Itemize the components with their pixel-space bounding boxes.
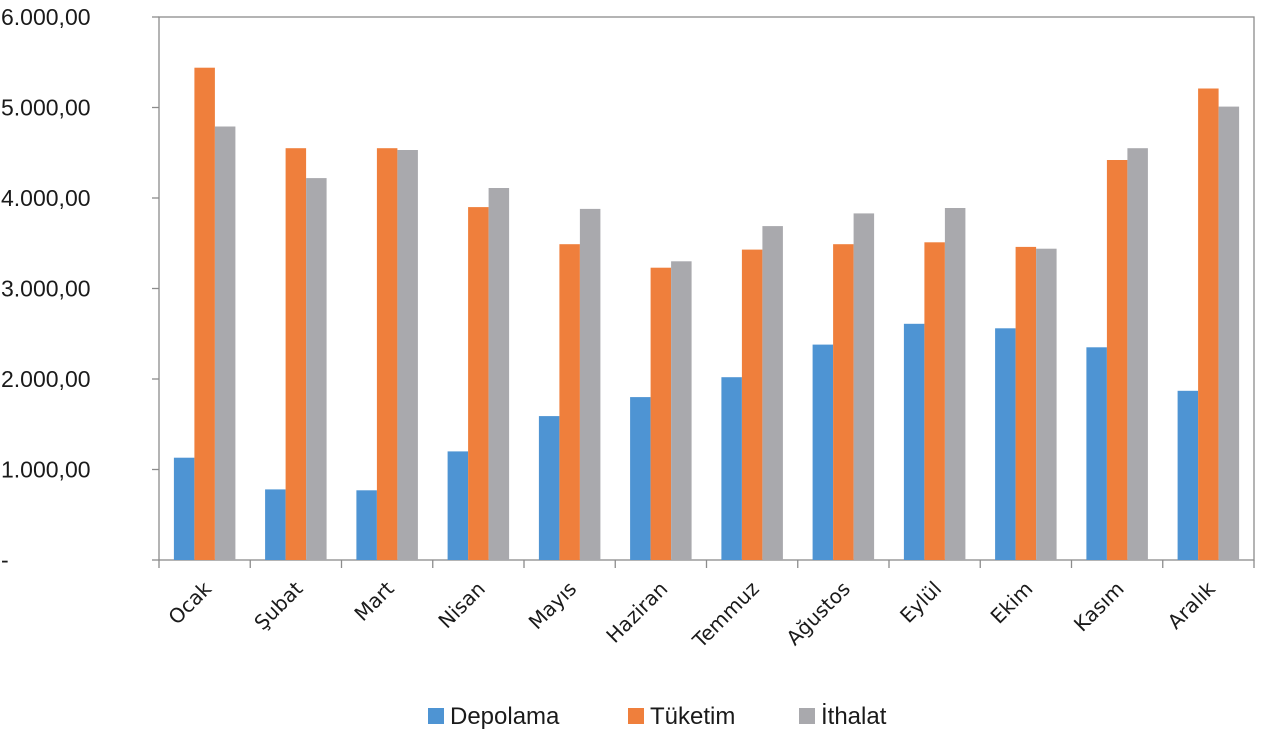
y-tick-label: 3.000,00	[1, 276, 91, 302]
bar-tüketim-9	[924, 242, 945, 561]
x-tick-label: Eylül	[895, 577, 946, 628]
x-tick-label: Mart	[349, 576, 398, 625]
bar-depolama-4	[447, 451, 469, 560]
x-axis-labels: Ocak Şubat Mart Nisan Mayıs Haziran Temmuz Ağus…	[163, 576, 1220, 653]
bar-tüketim-1	[194, 67, 215, 560]
bar-i̇thalat-7	[762, 226, 783, 560]
x-tick-label: Ekim	[986, 577, 1038, 629]
bar-depolama-5	[538, 416, 560, 560]
x-tick-label: Mayıs	[524, 577, 582, 635]
bar-depolama-10	[995, 328, 1016, 560]
bar-depolama-11	[1086, 347, 1107, 560]
legend: Depolama Tüketim İthalat	[428, 703, 887, 730]
bar-depolama-12	[1177, 390, 1199, 560]
x-tick-label: Şubat	[249, 576, 307, 634]
bar-tüketim-11	[1106, 160, 1128, 560]
bar-i̇thalat-8	[853, 213, 875, 560]
x-tick-label: Aralık	[1163, 576, 1220, 633]
x-tick-label: Temmuz	[687, 577, 764, 654]
bar-tüketim-6	[650, 267, 672, 560]
bar-depolama-9	[903, 323, 925, 560]
x-tick-label: Ağustos	[781, 577, 855, 651]
bar-i̇thalat-4	[488, 188, 510, 560]
bar-depolama-8	[812, 344, 834, 560]
bar-depolama-2	[265, 489, 286, 560]
legend-label: Depolama	[450, 703, 560, 730]
bar-tüketim-7	[741, 249, 763, 560]
bar-tüketim-10	[1015, 246, 1037, 560]
y-tick-label: 1.000,00	[1, 457, 91, 483]
bar-i̇thalat-10	[1036, 248, 1057, 560]
bar-i̇thalat-11	[1127, 148, 1148, 560]
bar-i̇thalat-5	[579, 208, 601, 560]
bar-tüketim-12	[1198, 88, 1219, 560]
y-tick-label: 6.000,00	[1, 4, 91, 30]
legend-label: Tüketim	[650, 703, 735, 730]
x-tick-label: Haziran	[601, 577, 672, 648]
legend-swatch	[428, 708, 444, 724]
bar-i̇thalat-2	[306, 178, 327, 560]
bar-tüketim-8	[833, 244, 854, 560]
bar-i̇thalat-12	[1218, 106, 1240, 560]
bar-i̇thalat-9	[944, 208, 966, 560]
y-tick-label: 2.000,00	[1, 366, 91, 392]
x-tick-label: Ocak	[163, 576, 216, 629]
bar-depolama-6	[630, 397, 651, 560]
legend-swatch	[628, 708, 644, 724]
bar-depolama-1	[173, 457, 195, 560]
x-tick-label: Kasım	[1069, 577, 1129, 637]
y-tick-label: 4.000,00	[1, 185, 91, 211]
legend-swatch	[799, 708, 815, 724]
bar-tüketim-4	[468, 207, 489, 560]
bar-i̇thalat-6	[671, 261, 692, 560]
bars	[173, 67, 1240, 561]
y-tick-label: 5.000,00	[1, 95, 91, 121]
axes: - 1.000,00 2.000,00 3.000,00 4.000,00 5.000,0…	[1, 4, 1255, 573]
bar-depolama-7	[721, 377, 742, 560]
bar-i̇thalat-1	[214, 126, 236, 560]
bar-tüketim-5	[559, 244, 580, 560]
x-tick-label: Nisan	[433, 577, 489, 633]
y-tick-label: -	[1, 547, 9, 573]
bar-i̇thalat-3	[397, 150, 418, 560]
legend-label: İthalat	[821, 703, 887, 730]
bar-depolama-3	[356, 490, 377, 560]
bar-tüketim-3	[376, 148, 398, 560]
bar-tüketim-2	[285, 148, 307, 560]
